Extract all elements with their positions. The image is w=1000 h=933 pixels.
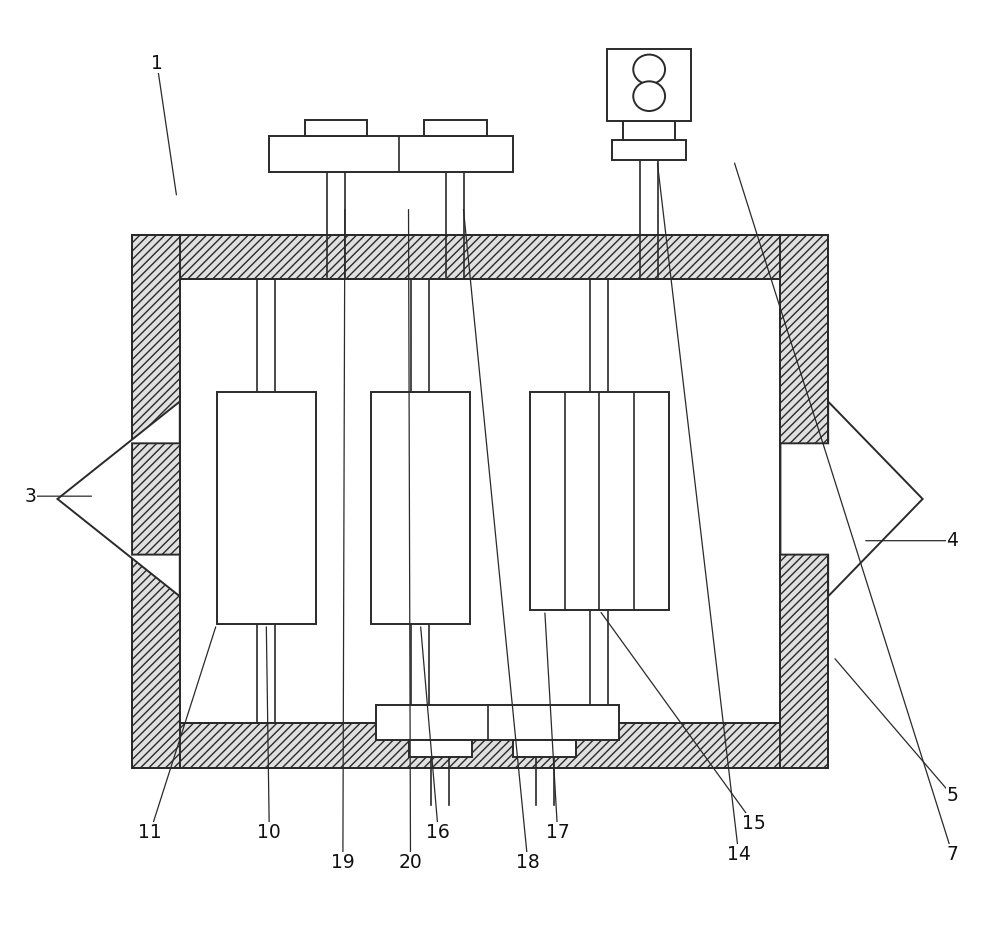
Text: 20: 20 <box>399 853 422 872</box>
Bar <box>513 740 576 757</box>
Circle shape <box>633 54 665 84</box>
Bar <box>217 392 316 624</box>
Text: 10: 10 <box>257 823 281 842</box>
Text: 18: 18 <box>516 853 540 872</box>
Bar <box>132 234 180 768</box>
Polygon shape <box>57 401 180 596</box>
Bar <box>132 234 828 768</box>
Bar <box>132 234 828 279</box>
Text: 5: 5 <box>947 787 958 805</box>
Bar <box>180 279 780 723</box>
Circle shape <box>633 81 665 111</box>
Text: 15: 15 <box>742 815 765 833</box>
Text: 1: 1 <box>151 53 163 73</box>
Bar <box>607 49 691 121</box>
Bar <box>132 723 828 768</box>
Bar <box>269 136 513 172</box>
Bar <box>530 392 669 610</box>
Bar <box>780 234 828 768</box>
Text: 17: 17 <box>546 823 570 842</box>
Text: 3: 3 <box>25 487 37 506</box>
Bar <box>376 704 619 740</box>
Text: 7: 7 <box>947 844 958 864</box>
Text: 14: 14 <box>727 844 751 864</box>
Bar <box>623 121 675 140</box>
Text: 16: 16 <box>426 823 450 842</box>
Bar <box>371 392 470 624</box>
Text: 4: 4 <box>946 531 958 550</box>
Bar <box>612 140 686 160</box>
Polygon shape <box>780 401 923 596</box>
Text: 19: 19 <box>331 853 355 872</box>
Bar <box>424 119 487 136</box>
Bar <box>305 119 367 136</box>
Text: 11: 11 <box>138 823 162 842</box>
Bar <box>409 740 472 757</box>
